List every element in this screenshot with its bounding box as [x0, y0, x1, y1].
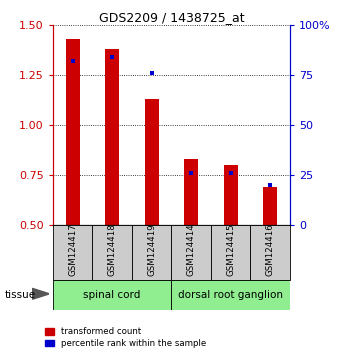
Text: spinal cord: spinal cord	[84, 290, 141, 300]
Bar	[105, 49, 119, 225]
FancyBboxPatch shape	[92, 225, 132, 280]
Text: GSM124414: GSM124414	[187, 223, 196, 276]
Text: GSM124416: GSM124416	[266, 223, 275, 276]
Text: dorsal root ganglion: dorsal root ganglion	[178, 290, 283, 300]
FancyBboxPatch shape	[53, 280, 171, 310]
Bar	[228, 171, 233, 175]
Bar	[268, 183, 272, 187]
Bar	[189, 171, 193, 175]
Polygon shape	[32, 289, 49, 299]
Bar	[145, 99, 159, 225]
Bar	[263, 187, 277, 225]
FancyBboxPatch shape	[53, 225, 92, 280]
Title: GDS2209 / 1438725_at: GDS2209 / 1438725_at	[99, 11, 244, 24]
Bar	[110, 55, 114, 58]
Text: GSM124417: GSM124417	[68, 223, 77, 276]
FancyBboxPatch shape	[171, 225, 211, 280]
Legend: transformed count, percentile rank within the sample: transformed count, percentile rank withi…	[45, 327, 206, 348]
Bar	[150, 71, 153, 75]
FancyBboxPatch shape	[211, 225, 250, 280]
Text: GSM124418: GSM124418	[108, 223, 117, 276]
Bar	[71, 59, 75, 63]
FancyBboxPatch shape	[132, 225, 171, 280]
Text: GSM124419: GSM124419	[147, 223, 156, 276]
Text: GSM124415: GSM124415	[226, 223, 235, 276]
Bar	[184, 159, 198, 225]
Bar	[66, 39, 79, 225]
Bar	[224, 165, 238, 225]
FancyBboxPatch shape	[171, 280, 290, 310]
Text: tissue: tissue	[5, 290, 36, 299]
FancyBboxPatch shape	[250, 225, 290, 280]
